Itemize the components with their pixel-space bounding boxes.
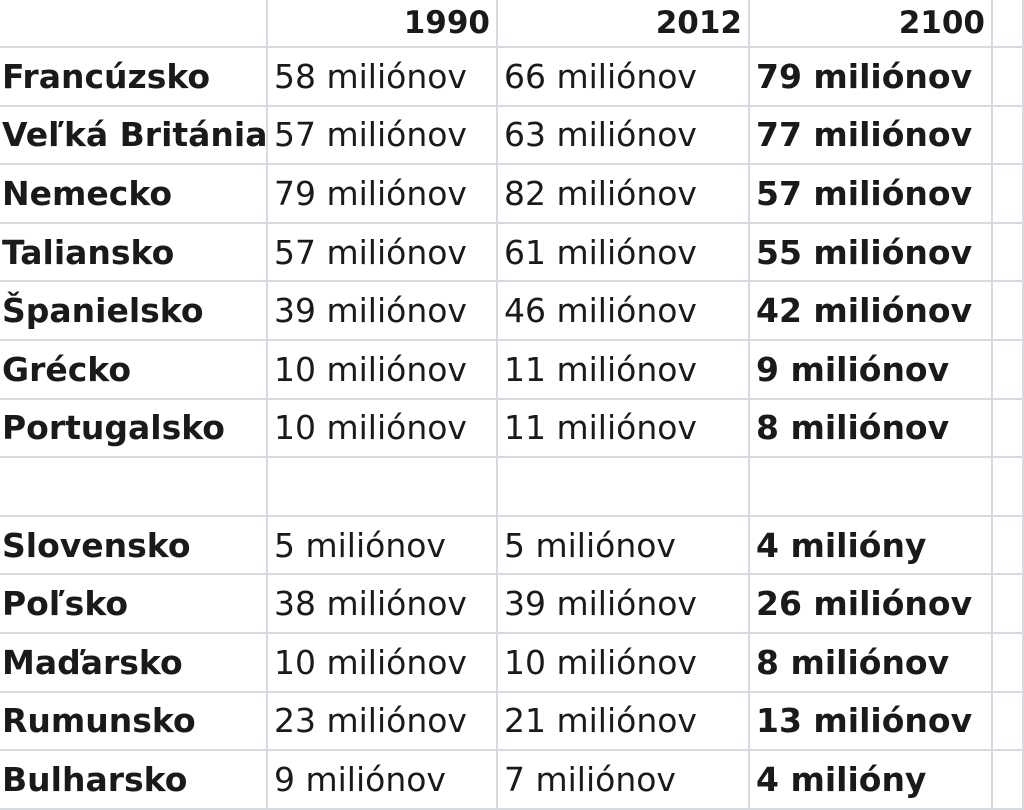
value-1990-cell[interactable]: 57 miliónov (268, 223, 498, 283)
empty-cell[interactable] (993, 575, 1024, 634)
value-1990-cell[interactable]: 79 miliónov (268, 165, 498, 224)
value-2012-cell[interactable]: 66 miliónov (498, 48, 750, 107)
value-1990-cell[interactable]: 39 miliónov (268, 282, 498, 341)
country-cell[interactable]: Bulharsko (0, 751, 268, 810)
value-1990-cell[interactable] (268, 458, 498, 517)
empty-cell[interactable] (993, 458, 1024, 517)
value-2012-cell[interactable] (498, 458, 750, 517)
value-2012-cell[interactable]: 10 miliónov (498, 633, 750, 693)
empty-cell[interactable] (993, 223, 1024, 283)
country-cell[interactable]: Poľsko (0, 575, 268, 634)
value-1990-cell[interactable]: 38 miliónov (268, 575, 498, 634)
country-cell[interactable] (0, 458, 268, 517)
country-cell[interactable]: Veľká Británia (0, 106, 268, 166)
value-2012-cell[interactable]: 5 miliónov (498, 516, 750, 576)
empty-cell[interactable] (993, 106, 1024, 166)
value-2100-cell[interactable]: 9 miliónov (750, 340, 993, 400)
value-2100-cell[interactable]: 57 miliónov (750, 165, 993, 224)
country-cell[interactable]: Grécko (0, 340, 268, 400)
value-2100-cell[interactable] (750, 458, 993, 517)
value-2100-cell[interactable]: 13 miliónov (750, 692, 993, 752)
value-1990-cell[interactable]: 58 miliónov (268, 48, 498, 107)
empty-cell[interactable] (993, 48, 1024, 107)
empty-cell[interactable] (993, 633, 1024, 693)
value-2012-cell[interactable]: 21 miliónov (498, 692, 750, 752)
value-2100-cell[interactable]: 4 milióny (750, 751, 993, 810)
header-extra-cell[interactable] (993, 0, 1024, 48)
empty-cell[interactable] (993, 282, 1024, 341)
value-2100-cell[interactable]: 4 milióny (750, 516, 993, 576)
empty-cell[interactable] (993, 692, 1024, 752)
value-2100-cell[interactable]: 42 miliónov (750, 282, 993, 341)
empty-cell[interactable] (993, 165, 1024, 224)
value-1990-cell[interactable]: 5 miliónov (268, 516, 498, 576)
header-corner-cell[interactable] (0, 0, 268, 48)
country-cell[interactable]: Maďarsko (0, 633, 268, 693)
value-2012-cell[interactable]: 61 miliónov (498, 223, 750, 283)
value-2012-cell[interactable]: 39 miliónov (498, 575, 750, 634)
country-cell[interactable]: Španielsko (0, 282, 268, 341)
empty-cell[interactable] (993, 516, 1024, 576)
country-cell[interactable]: Nemecko (0, 165, 268, 224)
country-cell[interactable]: Taliansko (0, 223, 268, 283)
country-cell[interactable]: Slovensko (0, 516, 268, 576)
value-1990-cell[interactable]: 23 miliónov (268, 692, 498, 752)
value-2100-cell[interactable]: 55 miliónov (750, 223, 993, 283)
value-1990-cell[interactable]: 10 miliónov (268, 340, 498, 400)
value-2012-cell[interactable]: 63 miliónov (498, 106, 750, 166)
header-2100[interactable]: 2100 (750, 0, 993, 48)
value-2012-cell[interactable]: 11 miliónov (498, 399, 750, 459)
value-1990-cell[interactable]: 10 miliónov (268, 399, 498, 459)
value-2100-cell[interactable]: 26 miliónov (750, 575, 993, 634)
empty-cell[interactable] (993, 399, 1024, 459)
value-2012-cell[interactable]: 46 miliónov (498, 282, 750, 341)
value-2012-cell[interactable]: 11 miliónov (498, 340, 750, 400)
country-cell[interactable]: Portugalsko (0, 399, 268, 459)
value-2100-cell[interactable]: 8 miliónov (750, 399, 993, 459)
country-cell[interactable]: Francúzsko (0, 48, 268, 107)
empty-cell[interactable] (993, 751, 1024, 810)
value-2100-cell[interactable]: 77 miliónov (750, 106, 993, 166)
value-2012-cell[interactable]: 7 miliónov (498, 751, 750, 810)
header-2012[interactable]: 2012 (498, 0, 750, 48)
header-1990[interactable]: 1990 (268, 0, 498, 48)
value-2012-cell[interactable]: 82 miliónov (498, 165, 750, 224)
country-cell[interactable]: Rumunsko (0, 692, 268, 752)
value-2100-cell[interactable]: 8 miliónov (750, 633, 993, 693)
value-1990-cell[interactable]: 10 miliónov (268, 633, 498, 693)
empty-cell[interactable] (993, 340, 1024, 400)
value-1990-cell[interactable]: 9 miliónov (268, 751, 498, 810)
value-2100-cell[interactable]: 79 miliónov (750, 48, 993, 107)
value-1990-cell[interactable]: 57 miliónov (268, 106, 498, 166)
